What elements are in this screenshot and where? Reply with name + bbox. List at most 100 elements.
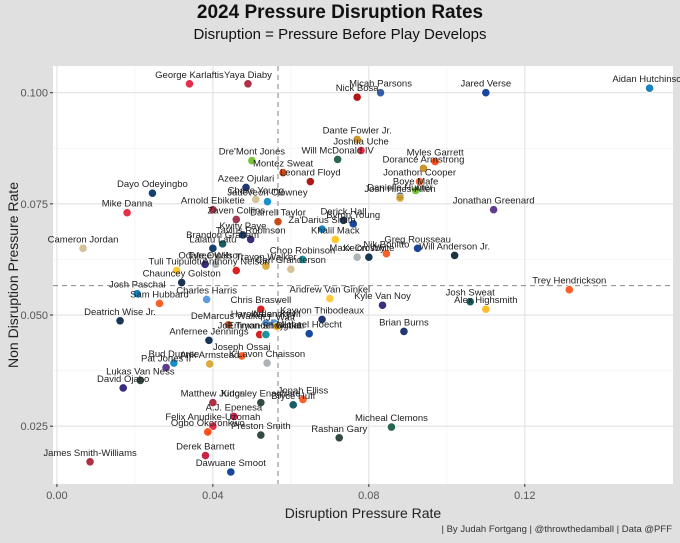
player-point xyxy=(377,300,388,310)
player-label: Dante Fowler Jr. xyxy=(323,125,392,136)
player-point xyxy=(184,79,195,89)
player-point xyxy=(418,163,429,173)
player-point xyxy=(238,230,248,240)
player-label: Dorance Armstrong xyxy=(383,154,465,165)
player-label: Pat Jones II xyxy=(141,353,191,364)
player-point xyxy=(348,219,358,229)
player-label: Leonard Floyd xyxy=(280,168,341,179)
player-point xyxy=(297,254,308,265)
player-point xyxy=(352,252,362,262)
player-label: Tuli Tuipulotu xyxy=(149,257,205,268)
player-point xyxy=(161,362,171,373)
data-points xyxy=(78,79,655,477)
player-point xyxy=(288,400,298,410)
player-label: Jared Verse xyxy=(460,79,511,90)
player-point xyxy=(334,433,344,443)
plot-panel xyxy=(53,66,673,484)
player-point xyxy=(226,467,236,477)
player-label: Jonah Elliss xyxy=(278,386,329,397)
player-point xyxy=(481,88,491,98)
player-point xyxy=(211,259,221,269)
player-label: Laiatu Latu xyxy=(189,234,236,245)
player-point xyxy=(564,285,574,295)
player-label: A.J. Epenesa xyxy=(206,402,263,413)
y-axis-label: Non Disruption Pressure Rate xyxy=(5,182,21,368)
player-point xyxy=(256,304,266,314)
player-label: Rashan Gary xyxy=(311,424,367,435)
player-point xyxy=(237,351,247,361)
player-label: Lukas Van Ness xyxy=(106,366,175,377)
player-label: Zaven Collins xyxy=(207,205,265,216)
y-tick-label: 0.100 xyxy=(20,88,48,100)
player-label: Sam Hubbard xyxy=(130,289,189,300)
player-point xyxy=(231,265,241,276)
x-tick-label: 0.08 xyxy=(358,490,379,502)
player-label: Felix Anudike-Uzomah xyxy=(165,412,260,423)
player-point xyxy=(333,154,343,164)
x-axis-label: Disruption Pressure Rate xyxy=(285,505,442,521)
player-label: Kwity Paye xyxy=(219,221,266,232)
player-point xyxy=(177,277,187,288)
player-point xyxy=(481,304,491,314)
player-point xyxy=(204,335,214,345)
player-point xyxy=(381,249,391,259)
player-label: Dre'Mont Jones xyxy=(219,147,285,158)
player-point xyxy=(430,157,440,167)
player-point xyxy=(78,243,88,253)
player-label: Dayo Odeyingbo xyxy=(117,179,188,190)
player-label: Anfernee Jennings xyxy=(169,326,248,337)
player-label: Bryce Huff xyxy=(271,391,316,402)
player-label: K'Lavon Chaisson xyxy=(229,349,305,360)
player-label: Josh Hines-Allen xyxy=(364,184,435,195)
player-point xyxy=(218,239,228,249)
player-label: Anthony Nelson xyxy=(203,257,270,268)
player-point xyxy=(154,298,165,309)
player-point xyxy=(200,450,211,461)
player-label: Jonathon Cooper xyxy=(383,168,456,179)
player-label: Josh Sweat xyxy=(446,288,495,299)
player-point xyxy=(262,197,273,207)
player-label: Carl Granderson xyxy=(256,255,326,266)
player-label: Aidan Hutchinson xyxy=(612,74,680,85)
player-point xyxy=(246,234,256,245)
player-point xyxy=(231,214,241,225)
player-point xyxy=(122,208,132,218)
player-label: Chauncey Golston xyxy=(143,269,221,280)
player-point xyxy=(241,182,251,192)
player-point xyxy=(305,177,315,187)
player-point xyxy=(85,457,95,467)
player-label: Arik Armstead xyxy=(180,350,239,361)
player-label: Boye Mafe xyxy=(393,177,438,188)
player-point xyxy=(356,145,366,156)
player-label: Travon Walker xyxy=(235,252,296,263)
player-label: Keion White xyxy=(343,243,394,254)
player-label: Jonathan Greenard xyxy=(453,196,535,207)
x-tick-label: 0.00 xyxy=(46,490,67,502)
player-label: Montez Sweat xyxy=(253,159,314,170)
player-label: Cameron Jordan xyxy=(48,234,119,245)
chart-caption: | By Judah Fortgang | @throwthedamball |… xyxy=(441,524,672,535)
player-point xyxy=(352,92,362,102)
player-label: Michael Hoecht xyxy=(276,320,342,331)
player-point xyxy=(115,316,125,326)
player-label: Brandon Graham xyxy=(186,230,259,241)
player-point xyxy=(247,156,257,166)
player-point xyxy=(256,398,266,408)
player-label: Nick Bosa xyxy=(336,83,379,94)
player-label: James Smith-Williams xyxy=(43,448,137,459)
player-label: Micheal Clemons xyxy=(355,413,428,424)
player-point xyxy=(298,394,308,405)
player-point xyxy=(304,329,314,339)
player-label: Azeez Ojulari xyxy=(218,173,275,184)
player-label: Tavius Robinson xyxy=(216,225,286,236)
player-point xyxy=(386,422,397,432)
player-point xyxy=(317,224,327,234)
player-point xyxy=(203,427,213,437)
player-label: Will McDonald IV xyxy=(301,145,374,156)
player-label: Nik Bonitto xyxy=(363,240,409,251)
player-point xyxy=(399,326,409,337)
player-point xyxy=(132,289,142,299)
player-point xyxy=(205,359,215,369)
